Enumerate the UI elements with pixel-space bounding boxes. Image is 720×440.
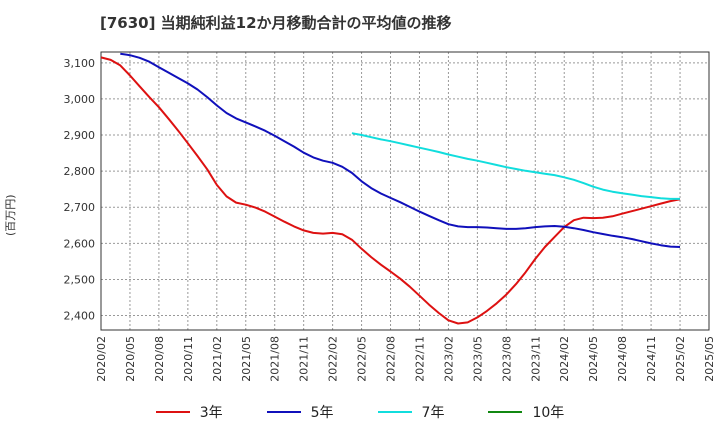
legend-label-7y: 7年: [421, 405, 445, 421]
x-tick-label: 2024/05: [587, 336, 600, 382]
y-tick-label: 2,500: [64, 273, 96, 286]
series-line-2: [351, 132, 680, 200]
x-tick-label: 2023/11: [529, 336, 542, 382]
x-tick-label: 2024/02: [558, 336, 571, 382]
x-tick-label: 2022/05: [356, 336, 369, 382]
x-tick-label: 2022/11: [413, 336, 426, 382]
x-tick-label: 2021/02: [211, 336, 224, 382]
x-tick-label: 2023/02: [442, 336, 455, 382]
x-tick-label: 2022/08: [385, 336, 398, 382]
legend-item-10y[interactable]: 10年: [488, 402, 564, 422]
x-tick-label: 2021/08: [269, 336, 282, 382]
x-tick-label: 2023/08: [500, 336, 513, 382]
y-tick-label: 2,900: [64, 129, 96, 142]
legend-item-7y[interactable]: 7年: [377, 402, 445, 422]
y-tick-label: 2,600: [64, 237, 96, 250]
x-tick-label: 2024/11: [645, 336, 658, 382]
legend-item-3y[interactable]: 3年: [155, 402, 223, 422]
x-tick-label: 2021/11: [298, 336, 311, 382]
x-tick-label: 2023/05: [471, 336, 484, 382]
x-tick-label: 2020/02: [95, 336, 108, 382]
legend-swatch-3y: [155, 411, 190, 413]
plot-frame: [100, 51, 710, 331]
y-tick-label: 2,800: [64, 165, 96, 178]
x-tick-label: 2020/08: [153, 336, 166, 382]
legend-item-5y[interactable]: 5年: [266, 402, 334, 422]
chart-legend: 3年 5年 7年 10年: [0, 402, 720, 422]
x-tick-label: 2025/02: [674, 336, 687, 382]
series-line-0: [100, 56, 681, 325]
legend-label-10y: 10年: [532, 405, 565, 421]
legend-swatch-7y: [377, 411, 412, 413]
x-tick-label: 2022/02: [327, 336, 340, 382]
x-tick-label: 2020/05: [124, 336, 137, 382]
x-tick-label: 2020/11: [182, 336, 195, 382]
legend-label-5y: 5年: [310, 405, 334, 421]
x-tick-label: 2025/05: [703, 336, 716, 382]
legend-swatch-10y: [488, 411, 523, 413]
chart-title: [7630] 当期純利益12か月移動合計の平均値の推移: [100, 14, 452, 32]
legend-swatch-5y: [266, 411, 301, 413]
y-tick-label: 3,000: [64, 93, 96, 106]
y-tick-label: 2,400: [64, 310, 96, 323]
x-tick-label: 2021/05: [240, 336, 253, 382]
legend-label-3y: 3年: [199, 405, 223, 421]
series-line-1: [120, 52, 681, 248]
y-tick-label: 3,100: [64, 57, 96, 70]
y-tick-label: 2,700: [64, 201, 96, 214]
x-tick-label: 2024/08: [616, 336, 629, 382]
